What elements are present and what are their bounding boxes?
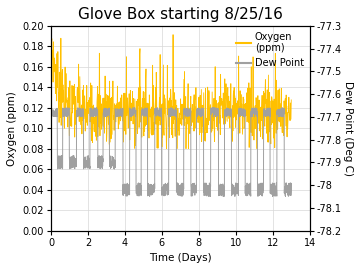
X-axis label: Time (Days): Time (Days) — [149, 253, 212, 263]
Title: Glove Box starting 8/25/16: Glove Box starting 8/25/16 — [78, 7, 283, 22]
Legend: Oxygen
(ppm), Dew Point: Oxygen (ppm), Dew Point — [233, 28, 308, 72]
Y-axis label: Dew Point (Deg C): Dew Point (Deg C) — [343, 81, 353, 176]
Y-axis label: Oxygen (ppm): Oxygen (ppm) — [7, 91, 17, 166]
